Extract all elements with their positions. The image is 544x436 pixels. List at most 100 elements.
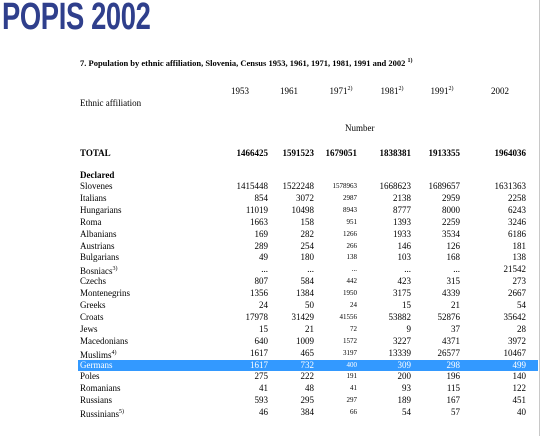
cell-value: 1689657: [428, 181, 461, 191]
cell-value: 1572: [343, 336, 357, 345]
cell-value: ...: [307, 264, 314, 275]
cell-value: 1415448: [236, 181, 269, 191]
cell-value: ...: [351, 265, 357, 274]
row-note: 3): [112, 266, 118, 273]
cell-value: 3072: [296, 192, 314, 203]
cell-value: 1578963: [332, 182, 358, 190]
caption-note: 1): [407, 58, 413, 64]
cell-value: 266: [346, 241, 358, 250]
column-label: 1961: [280, 86, 298, 96]
row-label: Jews: [80, 324, 98, 335]
cell-value: 295: [300, 395, 315, 406]
cell-value: 48: [305, 383, 314, 394]
cell-value: 3534: [442, 228, 460, 239]
cell-value: 57: [451, 407, 460, 418]
cell-value: 2959: [442, 192, 460, 203]
cell-value: 273: [512, 276, 527, 287]
cell-value: 21: [305, 323, 314, 334]
cell-value: 6186: [508, 228, 526, 239]
column-header: 19712): [321, 86, 361, 96]
cell-value: 1617: [250, 347, 268, 358]
total-label: TOTAL: [80, 148, 111, 158]
cell-value: 46: [259, 407, 268, 418]
row-label-text: Russians: [80, 395, 113, 406]
cell-value: 282: [300, 228, 315, 239]
cell-value: 158: [300, 216, 315, 227]
row-label: Slovenes: [80, 181, 113, 192]
cell-value: 180: [300, 252, 315, 263]
cell-value: 17978: [245, 311, 269, 322]
cell-value: 168: [446, 252, 461, 263]
row-label-text: Bulgarians: [80, 252, 119, 263]
cell-value: 138: [512, 252, 527, 263]
cell-value: 4339: [442, 288, 460, 299]
cell-value: 41556: [339, 312, 358, 321]
column-note: 2): [347, 86, 353, 92]
row-label: Bosniacs3): [80, 264, 118, 277]
column-label: 1971: [329, 86, 348, 96]
row-label-text: Austrians: [80, 240, 115, 251]
cell-value: 140: [512, 371, 527, 382]
cell-value: 1393: [393, 216, 411, 227]
cell-value: 8943: [343, 205, 357, 214]
cell-value: 1679051: [325, 148, 358, 158]
cell-value: 2258: [508, 192, 526, 203]
cell-value: 289: [254, 240, 269, 251]
cell-value: 115: [446, 383, 460, 394]
row-label: Hungarians: [80, 205, 122, 216]
cell-value: 167: [446, 395, 461, 406]
cell-value: 9: [406, 323, 412, 334]
cell-value: 200: [397, 371, 412, 382]
row-label-text: Romanians: [80, 383, 121, 394]
row-label-text: Poles: [80, 371, 100, 382]
cell-value: 3972: [508, 335, 526, 346]
row-label-text: Albanians: [80, 228, 117, 239]
row-label: Croats: [80, 312, 104, 323]
cell-value: 35642: [503, 311, 527, 322]
cell-value: 3246: [508, 216, 526, 227]
table-caption: 7. Population by ethnic affiliation, Slo…: [80, 58, 413, 68]
row-label-text: Jews: [80, 323, 98, 334]
cell-value: 442: [346, 277, 358, 286]
cell-value: 26577: [437, 347, 461, 358]
cell-value: 189: [397, 395, 412, 406]
cell-value: 1009: [296, 335, 314, 346]
row-note: 4): [111, 349, 117, 356]
row-label-text: Germans: [80, 359, 113, 370]
cell-value: 103: [397, 252, 412, 263]
row-label: Albanians: [80, 229, 117, 240]
row-label: Italians: [80, 193, 107, 204]
row-label-text: Muslims: [80, 349, 112, 360]
row-label: Roma: [80, 217, 102, 228]
cell-value: 3175: [393, 288, 411, 299]
group-label: Declared: [80, 170, 115, 180]
row-header: Ethnic affiliation: [80, 98, 142, 108]
cell-value: 8000: [442, 204, 460, 215]
cell-value: 13339: [388, 347, 412, 358]
cell-value: 400: [346, 360, 358, 369]
column-header: 2002: [480, 86, 520, 96]
cell-value: 1950: [343, 289, 357, 298]
row-label: Muslims4): [80, 348, 117, 361]
cell-value: 315: [446, 276, 461, 287]
cell-value: 584: [300, 276, 315, 287]
row-label: Macedonians: [80, 336, 128, 347]
cell-value: 254: [300, 240, 315, 251]
cell-value: ...: [453, 264, 460, 275]
cell-value: 1617: [250, 359, 268, 370]
cell-value: 2667: [508, 288, 526, 299]
cell-value: 451: [512, 395, 527, 406]
cell-value: 181: [512, 240, 527, 251]
cell-value: 8777: [393, 204, 411, 215]
cell-value: 423: [397, 276, 412, 287]
cell-value: 1466425: [236, 148, 269, 158]
cell-value: 11019: [245, 204, 268, 215]
column-header: 1961: [269, 86, 309, 96]
cell-value: 15: [259, 323, 268, 334]
cell-value: 54: [402, 407, 411, 418]
cell-value: 222: [300, 371, 315, 382]
cell-value: 41: [350, 384, 357, 393]
row-label: Czechs: [80, 276, 106, 287]
cell-value: 93: [402, 383, 411, 394]
